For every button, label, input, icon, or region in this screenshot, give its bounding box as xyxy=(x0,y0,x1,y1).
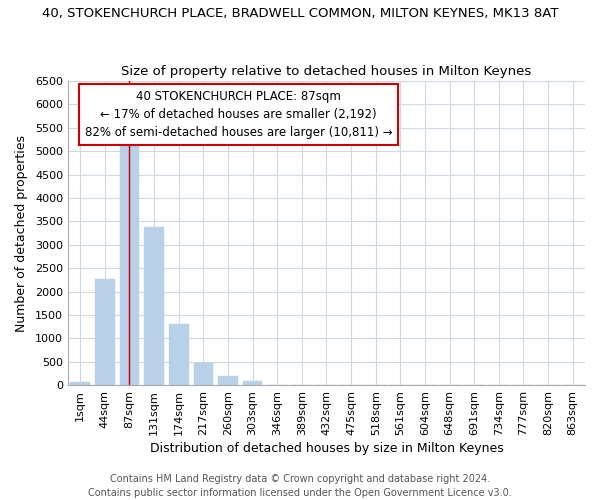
Title: Size of property relative to detached houses in Milton Keynes: Size of property relative to detached ho… xyxy=(121,66,532,78)
Text: 40 STOKENCHURCH PLACE: 87sqm
← 17% of detached houses are smaller (2,192)
82% of: 40 STOKENCHURCH PLACE: 87sqm ← 17% of de… xyxy=(85,90,392,139)
Bar xyxy=(218,376,238,385)
Bar xyxy=(119,130,139,385)
Bar xyxy=(144,227,164,385)
Text: 40, STOKENCHURCH PLACE, BRADWELL COMMON, MILTON KEYNES, MK13 8AT: 40, STOKENCHURCH PLACE, BRADWELL COMMON,… xyxy=(42,8,558,20)
Bar xyxy=(95,279,115,385)
Bar xyxy=(243,382,262,385)
Text: Contains HM Land Registry data © Crown copyright and database right 2024.
Contai: Contains HM Land Registry data © Crown c… xyxy=(88,474,512,498)
Bar xyxy=(194,362,213,385)
Y-axis label: Number of detached properties: Number of detached properties xyxy=(15,134,28,332)
X-axis label: Distribution of detached houses by size in Milton Keynes: Distribution of detached houses by size … xyxy=(149,442,503,455)
Bar xyxy=(70,382,90,385)
Bar xyxy=(169,324,188,385)
